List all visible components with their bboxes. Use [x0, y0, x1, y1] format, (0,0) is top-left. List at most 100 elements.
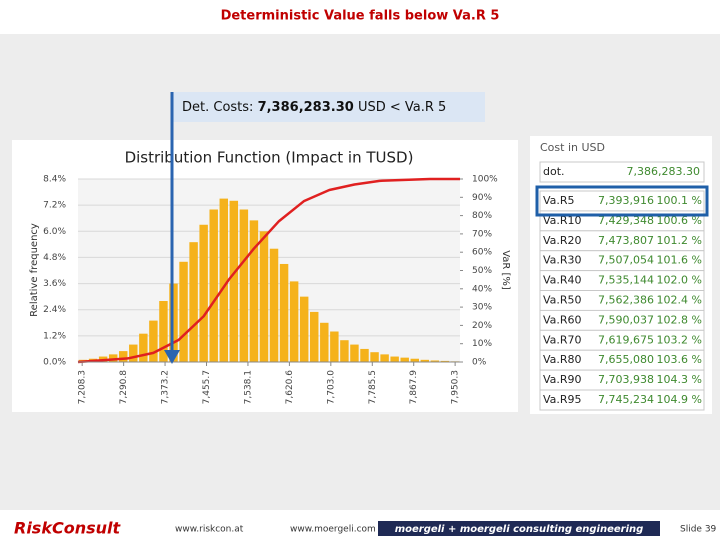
table-value: 7,429,348	[598, 214, 654, 227]
table-label: Va.R10	[543, 214, 582, 227]
table-value: 103.2 %	[657, 333, 702, 346]
bar	[269, 248, 279, 362]
y2-tick-label: 70%	[472, 229, 492, 239]
bar	[209, 209, 218, 362]
table-value: 7,473,807	[598, 234, 654, 247]
y2-tick-label: 90%	[472, 193, 492, 203]
table-value: 7,703,938	[598, 373, 654, 386]
bar	[129, 344, 138, 362]
bar	[149, 320, 158, 362]
pointer-arrowhead	[164, 350, 180, 364]
y2-axis-label: VaR [%]	[500, 250, 511, 290]
bar	[219, 198, 228, 362]
bar	[340, 340, 349, 362]
table-label: Va.R60	[543, 313, 582, 326]
bar	[159, 301, 168, 362]
slide-title: Deterministic Value falls below Va.R 5	[221, 9, 500, 24]
table-value: 7,619,675	[598, 333, 654, 346]
bar	[199, 224, 208, 362]
bar	[360, 348, 369, 362]
table-value: 104.3 %	[657, 373, 702, 386]
x-tick-label: 7,703.0	[326, 370, 336, 405]
table-value: 7,386,283.30	[627, 165, 700, 178]
footer-site: www.riskcon.at	[175, 525, 244, 535]
table-title: Cost in USD	[540, 141, 605, 154]
bar	[119, 351, 128, 362]
table-label: Va.R50	[543, 294, 582, 307]
table-label: Va.R90	[543, 373, 582, 386]
bar	[239, 209, 249, 362]
bar	[440, 360, 450, 362]
bar	[189, 242, 198, 362]
bar	[229, 200, 239, 362]
bar	[289, 281, 299, 362]
highlight-box	[535, 185, 709, 217]
table-value: 100.6 %	[657, 214, 702, 227]
bar	[410, 358, 419, 362]
table-label: Va.R5	[543, 194, 575, 207]
table-value: 7,535,144	[598, 274, 654, 287]
table-value: 7,393,916	[598, 194, 654, 207]
y-tick-label: 2.4%	[43, 305, 66, 315]
table-value: 101.2 %	[657, 234, 702, 247]
x-tick-label: 7,785.5	[368, 370, 378, 404]
x-tick-label: 7,290.8	[119, 370, 129, 405]
bar	[400, 357, 409, 362]
table-label: Va.R70	[543, 333, 582, 346]
bar	[320, 322, 329, 362]
plot-area	[78, 179, 460, 362]
table-value: 7,655,080	[598, 353, 654, 366]
y-tick-label: 6.0%	[43, 227, 66, 237]
callout-text: USD < Va.R 5	[358, 100, 446, 115]
bar	[279, 263, 289, 362]
table-value: 102.8 %	[657, 313, 702, 326]
bar	[299, 296, 309, 362]
bar	[370, 352, 379, 362]
table-value: 100.1 %	[657, 194, 702, 207]
x-tick-label: 7,867.9	[409, 370, 419, 405]
callout: Det. Costs: 7,386,283.30 USD < Va.R 5	[182, 100, 446, 115]
table-value: 104.9 %	[657, 393, 702, 406]
bar	[390, 356, 399, 362]
table-value: 7,507,054	[598, 254, 654, 267]
bar	[310, 311, 319, 362]
table-value: 7,745,234	[598, 393, 654, 406]
y2-tick-label: 10%	[472, 339, 492, 349]
logo-box	[10, 518, 158, 538]
y2-tick-label: 100%	[472, 175, 498, 185]
table-value: 102.0 %	[657, 274, 702, 287]
table-label: Va.R30	[543, 254, 582, 267]
logo: RiskConsult	[14, 519, 121, 538]
callout-value: 7,386,283.30	[258, 100, 354, 115]
cdf-line	[77, 177, 460, 364]
y-tick-label: 8.4%	[43, 175, 66, 185]
banner-text: moergeli + moergeli consulting engineeri…	[395, 524, 644, 535]
y-tick-label: 0.0%	[43, 358, 66, 368]
y2-tick-label: 60%	[472, 248, 492, 258]
table-value: 102.4 %	[657, 294, 702, 307]
table-value: 103.6 %	[657, 353, 702, 366]
bar	[249, 220, 259, 362]
callout-label: Det. Costs:	[182, 100, 253, 115]
banner	[378, 521, 660, 536]
footer-site: www.moergeli.com	[290, 525, 376, 535]
bar	[179, 261, 188, 362]
y2-tick-label: 30%	[472, 303, 492, 313]
x-tick-label: 7,538.1	[243, 370, 253, 404]
x-tick-label: 7,950.3	[451, 370, 461, 404]
table-value: 101.6 %	[657, 254, 702, 267]
y-tick-label: 4.8%	[43, 253, 66, 263]
y2-tick-label: 20%	[472, 321, 492, 331]
y-tick-label: 7.2%	[43, 201, 66, 211]
table-label: Va.R20	[543, 234, 582, 247]
bar	[420, 359, 430, 362]
chart-title: Distribution Function (Impact in TUSD)	[125, 149, 414, 167]
y2-tick-label: 50%	[472, 266, 492, 276]
y2-tick-label: 80%	[472, 211, 492, 221]
y2-tick-label: 0%	[472, 358, 487, 368]
table-row	[539, 389, 705, 411]
table-label: Va.R95	[543, 393, 582, 406]
bar	[350, 344, 359, 362]
x-tick-label: 7,373.2	[161, 370, 171, 404]
